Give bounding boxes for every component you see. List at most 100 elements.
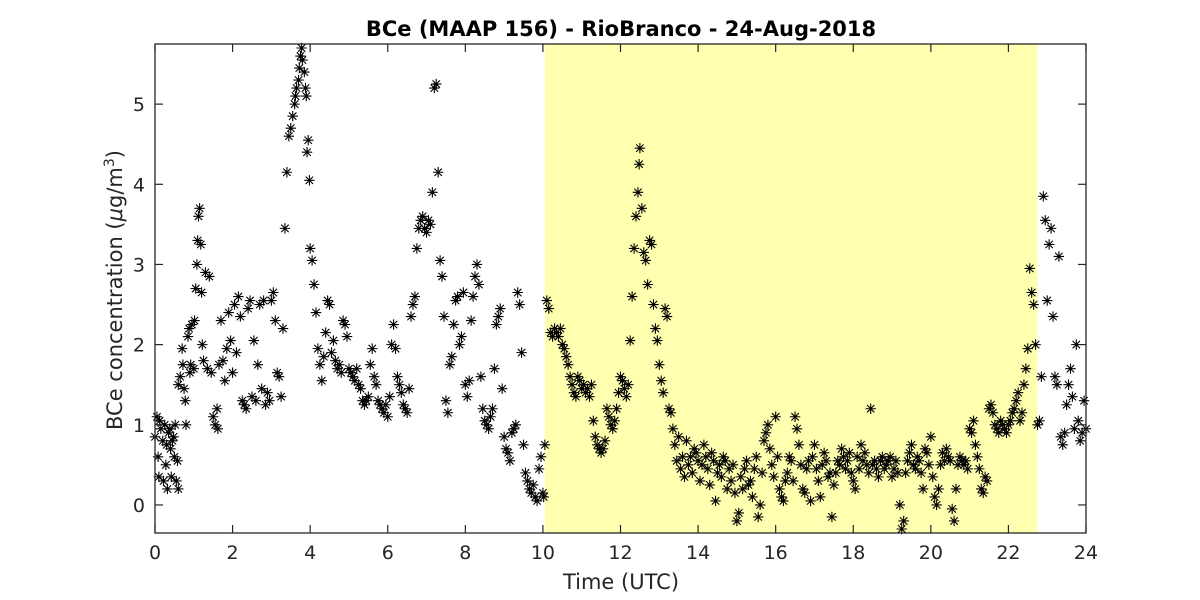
- data-point: [1001, 427, 1012, 438]
- data-point: [528, 479, 539, 491]
- data-point: [789, 411, 801, 422]
- daylight-band: [544, 44, 1038, 533]
- data-point: [572, 371, 584, 382]
- data-point: [826, 511, 838, 523]
- data-point: [943, 451, 954, 463]
- data-point: [270, 315, 281, 326]
- data-point: [318, 351, 329, 362]
- data-point: [215, 315, 227, 326]
- data-point: [237, 395, 248, 406]
- x-tick-label: 22: [996, 542, 1020, 564]
- data-point: [227, 367, 238, 378]
- data-point: [574, 375, 585, 386]
- data-point: [322, 295, 333, 306]
- data-point: [303, 134, 314, 146]
- data-point: [884, 451, 896, 463]
- data-point: [1055, 431, 1066, 443]
- data-point: [326, 347, 337, 358]
- data-point: [807, 451, 818, 463]
- x-tick-label: 10: [531, 542, 555, 564]
- data-point: [813, 475, 824, 487]
- data-point: [795, 459, 807, 471]
- data-point: [539, 439, 551, 451]
- x-axis: 0 2 4 6 8 10 12 14 16 18 20 22 24: [149, 44, 1098, 564]
- data-point: [1009, 403, 1020, 414]
- data-point: [805, 495, 816, 507]
- data-point: [1063, 379, 1074, 390]
- data-point: [171, 475, 182, 487]
- data-point: [239, 399, 250, 410]
- data-point: [1067, 391, 1078, 402]
- data-point: [859, 447, 871, 459]
- data-point: [869, 455, 880, 467]
- data-point: [454, 339, 465, 350]
- data-point: [756, 467, 768, 479]
- data-point: [382, 411, 393, 422]
- data-point: [403, 383, 415, 394]
- data-point: [667, 423, 679, 434]
- data-point: [195, 239, 206, 250]
- data-point: [896, 523, 907, 535]
- data-point: [407, 299, 419, 310]
- data-point: [564, 371, 576, 382]
- data-point: [388, 319, 399, 330]
- data-point: [456, 331, 467, 342]
- data-point: [1078, 395, 1090, 406]
- data-point: [815, 491, 826, 503]
- data-point: [700, 451, 712, 463]
- data-point: [1014, 415, 1026, 426]
- data-point: [1059, 427, 1070, 438]
- data-point: [950, 483, 962, 495]
- data-point: [958, 459, 970, 471]
- data-point: [753, 511, 764, 523]
- data-point: [595, 447, 607, 459]
- data-point: [553, 331, 564, 342]
- data-point: [882, 455, 894, 467]
- y-axis-label-close: ): [103, 150, 127, 158]
- data-point: [774, 483, 785, 495]
- data-point: [440, 395, 452, 406]
- data-point: [778, 495, 789, 507]
- y-tick-label: 0: [133, 495, 145, 517]
- data-point: [609, 415, 620, 426]
- data-point: [337, 315, 349, 326]
- data-point: [306, 255, 318, 266]
- data-point: [568, 387, 580, 398]
- data-point: [520, 467, 531, 479]
- data-point: [411, 243, 423, 254]
- data-point: [1051, 379, 1063, 390]
- data-point: [749, 463, 760, 475]
- data-point: [339, 319, 351, 330]
- data-point: [221, 343, 232, 354]
- data-point: [158, 475, 169, 487]
- data-point: [731, 515, 743, 527]
- data-point: [846, 467, 857, 479]
- data-point: [1038, 191, 1049, 202]
- data-point: [310, 307, 322, 318]
- data-point: [685, 451, 696, 463]
- data-point: [584, 391, 595, 402]
- data-point: [154, 415, 165, 426]
- data-point: [256, 383, 267, 394]
- data-point: [663, 403, 675, 414]
- data-point: [900, 467, 911, 479]
- data-point: [489, 363, 500, 374]
- x-tick-label: 14: [686, 542, 710, 564]
- data-point: [642, 279, 653, 290]
- data-point: [745, 475, 756, 487]
- data-point: [370, 379, 382, 390]
- data-point: [867, 459, 878, 471]
- data-point: [592, 439, 603, 451]
- data-point: [904, 447, 915, 459]
- data-point: [1042, 295, 1053, 306]
- data-point: [780, 475, 791, 487]
- data-point: [1012, 387, 1024, 398]
- data-point: [283, 130, 295, 142]
- data-point: [1022, 343, 1034, 354]
- data-point: [290, 90, 301, 102]
- data-point: [316, 375, 328, 386]
- data-point: [417, 211, 428, 222]
- data-point: [409, 291, 421, 302]
- data-point: [177, 359, 189, 370]
